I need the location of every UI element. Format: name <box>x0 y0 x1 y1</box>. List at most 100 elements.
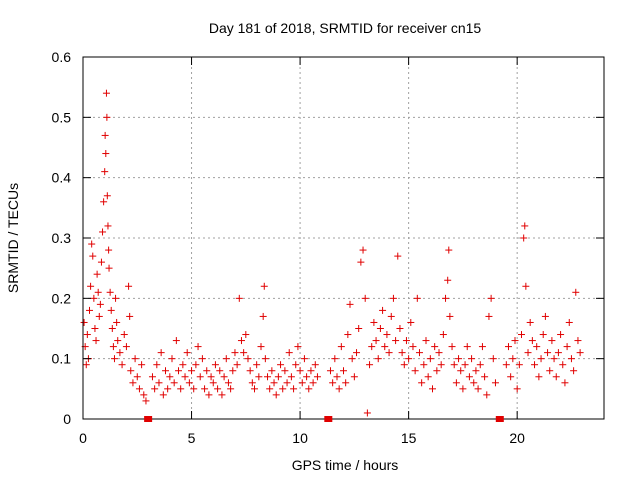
y-tick-label: 0.1 <box>52 351 72 367</box>
data-point <box>126 312 134 320</box>
data-point <box>88 240 96 248</box>
data-point <box>439 331 447 339</box>
data-point <box>355 325 363 332</box>
data-point <box>185 379 193 387</box>
data-point <box>559 361 567 369</box>
data-point <box>400 361 408 369</box>
data-point <box>140 391 148 399</box>
data-point <box>240 349 248 357</box>
data-point <box>248 379 256 387</box>
data-point <box>82 361 90 369</box>
data-point <box>311 361 319 369</box>
data-point <box>255 373 263 381</box>
data-point <box>224 379 232 387</box>
data-point <box>313 373 321 381</box>
data-point <box>242 331 250 339</box>
data-point <box>305 385 313 393</box>
data-point <box>95 312 103 320</box>
y-tick-labels: 0 0.1 0.2 0.3 0.4 0.5 0.6 <box>52 49 72 427</box>
data-point <box>170 379 178 387</box>
data-point <box>374 355 382 363</box>
data-point <box>260 282 268 290</box>
data-point <box>407 318 415 326</box>
data-point <box>99 228 107 236</box>
data-point <box>250 385 258 393</box>
data-point <box>521 222 529 230</box>
data-point <box>220 373 228 381</box>
y-tick-label: 0.4 <box>52 170 72 186</box>
data-point <box>192 361 200 369</box>
data-point <box>211 361 219 369</box>
data-point <box>524 349 532 357</box>
data-point <box>277 361 285 369</box>
data-point <box>348 355 356 363</box>
data-point <box>214 385 222 393</box>
data-point <box>298 379 306 387</box>
data-point <box>437 361 445 369</box>
data-point <box>129 379 137 387</box>
data-point <box>331 355 339 363</box>
data-point <box>93 270 101 278</box>
data-point <box>385 349 393 357</box>
data-point <box>261 355 269 363</box>
data-point <box>465 373 473 381</box>
data-point <box>535 373 543 381</box>
data-point <box>105 264 113 272</box>
gap-marker <box>495 416 504 422</box>
data-point <box>181 373 189 381</box>
data-point <box>515 361 523 369</box>
data-point <box>472 367 480 375</box>
data-point <box>172 337 180 345</box>
data-point <box>142 397 150 405</box>
data-point <box>429 385 437 393</box>
y-tick-label: 0.2 <box>52 290 72 306</box>
data-point <box>110 355 118 363</box>
data-point <box>307 367 315 375</box>
data-point <box>541 312 549 320</box>
data-point <box>218 391 226 399</box>
data-point <box>105 246 113 254</box>
data-point <box>424 373 432 381</box>
data-point <box>445 246 453 254</box>
data-point <box>194 343 202 351</box>
data-point <box>446 312 454 320</box>
data-point <box>198 355 206 363</box>
data-point <box>572 288 580 296</box>
data-point <box>491 379 499 387</box>
data-point <box>103 192 111 200</box>
data-point <box>175 367 183 375</box>
data-point <box>133 373 141 381</box>
data-point <box>561 379 569 387</box>
data-point <box>411 367 419 375</box>
data-point <box>459 385 467 393</box>
data-point <box>237 337 245 345</box>
data-point <box>102 89 110 97</box>
data-point <box>253 361 261 369</box>
x-tick-labels: 0 5 10 15 20 <box>79 430 525 446</box>
data-point <box>196 373 204 381</box>
data-point <box>80 318 88 326</box>
data-point <box>528 337 536 345</box>
data-point <box>118 361 126 369</box>
data-point <box>86 306 94 314</box>
data-point <box>452 379 460 387</box>
data-point <box>153 361 161 369</box>
data-point <box>201 385 209 393</box>
data-point <box>420 361 428 369</box>
data-point <box>179 361 187 369</box>
data-point <box>159 391 167 399</box>
data-point <box>148 373 156 381</box>
data-points <box>80 89 584 417</box>
data-point <box>300 355 308 363</box>
data-point <box>537 355 545 363</box>
data-point <box>97 258 105 266</box>
data-point <box>340 367 347 375</box>
data-point <box>216 367 224 375</box>
data-point <box>474 385 482 393</box>
data-point <box>235 294 243 302</box>
data-point <box>398 349 406 357</box>
data-point <box>554 349 562 357</box>
data-point <box>100 198 108 206</box>
data-point <box>368 343 376 351</box>
x-tick-label: 10 <box>292 430 308 446</box>
